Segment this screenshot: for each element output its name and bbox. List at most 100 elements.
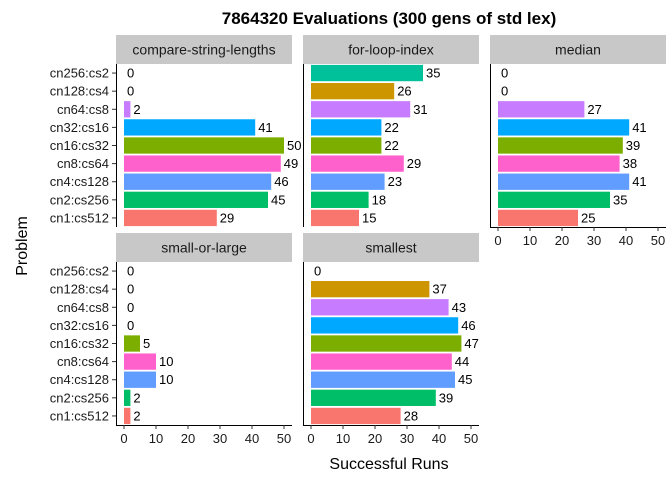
bar-label-small-or-large-cn4-cs128: 10	[159, 372, 173, 387]
bar-label-small-or-large-cn1-cs512: 2	[133, 408, 140, 423]
bar-label-compare-string-lengths-cn8-cs64: 49	[284, 156, 298, 171]
x-tick-label-smallest-0: 0	[307, 431, 314, 446]
bar-median-cn32-cs16	[498, 119, 630, 136]
strip-median	[490, 35, 666, 64]
x-tick-label-median-40: 40	[619, 233, 633, 248]
y-tick-label-cn4-cs128: cn4:cs128	[50, 372, 109, 387]
bar-compare-string-lengths-cn8-cs64	[124, 155, 281, 172]
y-tick-label-cn2-cs256: cn2:cs256	[50, 390, 109, 405]
panel-smallest: smallest 0 37 43 46 47 44 45 39 28 0 10 20 30 40 50	[303, 233, 479, 446]
x-tick-label-smallest-30: 30	[400, 431, 414, 446]
strip-label-compare-string-lengths: compare-string-lengths	[132, 42, 275, 58]
bar-median-cn4-cs128	[498, 173, 630, 190]
bar-smallest-cn32-cs16	[311, 317, 459, 334]
bar-small-or-large-cn16-cs32	[124, 335, 140, 352]
bar-small-or-large-cn8-cs64	[124, 353, 156, 370]
y-axis-title: Problem	[14, 216, 31, 276]
y-tick-label-cn2-cs256: cn2:cs256	[50, 192, 109, 207]
bar-label-small-or-large-cn2-cs256: 2	[133, 390, 140, 405]
x-tick-label-median-50: 50	[651, 233, 665, 248]
bar-smallest-cn8-cs64	[311, 353, 452, 370]
bar-for-loop-index-cn2-cs256	[311, 191, 369, 208]
bar-label-compare-string-lengths-cn32-cs16: 41	[258, 120, 272, 135]
bar-label-compare-string-lengths-cn64-cs8: 2	[133, 102, 140, 117]
strip-label-small-or-large: small-or-large	[161, 240, 247, 256]
bar-label-compare-string-lengths-cn2-cs256: 45	[271, 192, 285, 207]
x-tick-label-smallest-40: 40	[432, 431, 446, 446]
bar-label-for-loop-index-cn32-cs16: 22	[384, 120, 398, 135]
y-tick-label-cn32-cs16: cn32:cs16	[50, 120, 109, 135]
strip-smallest	[303, 233, 479, 262]
bar-for-loop-index-cn16-cs32	[311, 137, 382, 154]
bar-label-for-loop-index-cn128-cs4: 26	[397, 84, 411, 99]
x-tick-label-median-20: 20	[555, 233, 569, 248]
bar-smallest-cn64-cs8	[311, 299, 449, 316]
bar-label-compare-string-lengths-cn16-cs32: 50	[287, 138, 301, 153]
bar-median-cn2-cs256	[498, 191, 610, 208]
bar-label-median-cn2-cs256: 35	[613, 192, 627, 207]
y-tick-label-cn64-cs8: cn64:cs8	[57, 102, 109, 117]
x-tick-label-small-or-large-0: 0	[120, 431, 127, 446]
bar-label-small-or-large-cn32-cs16: 0	[127, 318, 134, 333]
bar-small-or-large-cn4-cs128	[124, 371, 156, 388]
bar-label-median-cn16-cs32: 39	[626, 138, 640, 153]
bar-smallest-cn16-cs32	[311, 335, 462, 352]
bar-label-compare-string-lengths-cn4-cs128: 46	[274, 174, 288, 189]
bar-label-small-or-large-cn16-cs32: 5	[143, 336, 150, 351]
bar-label-for-loop-index-cn4-cs128: 23	[388, 174, 402, 189]
bar-compare-string-lengths-cn16-cs32	[124, 137, 284, 154]
bar-label-median-cn1-cs512: 25	[581, 210, 595, 225]
strip-label-for-loop-index: for-loop-index	[348, 42, 434, 58]
bar-smallest-cn2-cs256	[311, 389, 436, 406]
panel-compare-string-lengths: compare-string-lengths 0 cn256:cs2 0 cn128:c…	[50, 35, 301, 227]
bar-small-or-large-cn2-cs256	[124, 389, 131, 406]
strip-small-or-large	[116, 233, 292, 262]
bar-compare-string-lengths-cn64-cs8	[124, 101, 131, 118]
x-tick-label-median-0: 0	[494, 233, 501, 248]
bar-for-loop-index-cn32-cs16	[311, 119, 382, 136]
y-tick-label-cn1-cs512: cn1:cs512	[50, 210, 109, 225]
bar-label-median-cn256-cs2: 0	[501, 66, 508, 81]
bar-label-compare-string-lengths-cn256-cs2: 0	[127, 66, 134, 81]
bar-label-smallest-cn4-cs128: 45	[458, 372, 472, 387]
bar-median-cn16-cs32	[498, 137, 623, 154]
bar-label-small-or-large-cn128-cs4: 0	[127, 282, 134, 297]
bar-label-smallest-cn128-cs4: 37	[432, 282, 446, 297]
bar-label-smallest-cn32-cs16: 46	[461, 318, 475, 333]
bar-for-loop-index-cn128-cs4	[311, 83, 395, 100]
bar-label-for-loop-index-cn2-cs256: 18	[372, 192, 386, 207]
y-tick-label-cn16-cs32: cn16:cs32	[50, 138, 109, 153]
bar-smallest-cn128-cs4	[311, 281, 430, 298]
y-tick-label-cn4-cs128: cn4:cs128	[50, 174, 109, 189]
y-tick-label-cn1-cs512: cn1:cs512	[50, 408, 109, 423]
bar-label-for-loop-index-cn64-cs8: 31	[413, 102, 427, 117]
y-tick-label-cn64-cs8: cn64:cs8	[57, 300, 109, 315]
bar-smallest-cn1-cs512	[311, 407, 401, 425]
y-tick-label-cn32-cs16: cn32:cs16	[50, 318, 109, 333]
x-tick-label-smallest-20: 20	[368, 431, 382, 446]
x-tick-label-small-or-large-40: 40	[245, 431, 259, 446]
bar-small-or-large-cn1-cs512	[124, 407, 131, 425]
bar-label-smallest-cn8-cs64: 44	[455, 354, 469, 369]
bar-median-cn64-cs8	[498, 101, 585, 118]
strip-for-loop-index	[303, 35, 479, 64]
x-tick-label-smallest-50: 50	[464, 431, 478, 446]
y-tick-label-cn8-cs64: cn8:cs64	[57, 156, 109, 171]
bar-for-loop-index-cn8-cs64	[311, 155, 404, 172]
bar-label-compare-string-lengths-cn1-cs512: 29	[220, 210, 234, 225]
bar-label-median-cn64-cs8: 27	[587, 102, 601, 117]
bar-label-smallest-cn1-cs512: 28	[404, 408, 418, 423]
bar-label-smallest-cn64-cs8: 43	[452, 300, 466, 315]
chart-title: 7864320 Evaluations (300 gens of std lex…	[222, 9, 556, 28]
x-tick-label-smallest-10: 10	[336, 431, 350, 446]
y-tick-label-cn16-cs32: cn16:cs32	[50, 336, 109, 351]
y-tick-label-cn8-cs64: cn8:cs64	[57, 354, 109, 369]
x-tick-label-small-or-large-50: 50	[277, 431, 291, 446]
bar-compare-string-lengths-cn2-cs256	[124, 191, 268, 208]
bar-label-smallest-cn16-cs32: 47	[464, 336, 478, 351]
bar-label-smallest-cn2-cs256: 39	[439, 390, 453, 405]
panel-small-or-large: small-or-large 0 cn256:cs2 0 cn128:cs4 0 cn64:…	[50, 233, 292, 446]
bar-label-small-or-large-cn256-cs2: 0	[127, 264, 134, 279]
bar-for-loop-index-cn1-cs512	[311, 209, 359, 227]
